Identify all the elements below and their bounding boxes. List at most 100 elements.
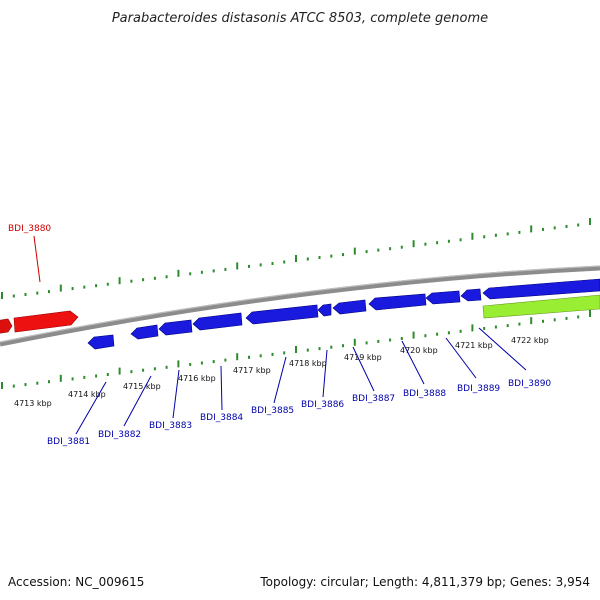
forward-gene-labels: BDI_3880: [8, 224, 51, 283]
callout-line: [445, 337, 477, 379]
minor-tick: [95, 374, 98, 378]
gene-label-bdi-3888[interactable]: BDI_3888: [403, 389, 446, 399]
minor-tick: [459, 329, 462, 333]
major-tick: [118, 367, 121, 375]
rna-gene[interactable]: [482, 294, 600, 319]
minor-tick: [447, 239, 450, 243]
minor-tick: [48, 290, 50, 294]
gene-label-bdi-3890[interactable]: BDI_3890: [508, 379, 551, 389]
minor-tick: [271, 352, 274, 356]
gene-label-bdi-3884[interactable]: BDI_3884: [200, 413, 243, 423]
gene-label-bdi-3881[interactable]: BDI_3881: [47, 437, 90, 447]
minor-tick: [553, 318, 556, 322]
minor-tick: [83, 285, 86, 289]
major-tick: [412, 240, 415, 248]
major-tick: [59, 284, 62, 292]
major-tick: [177, 269, 180, 277]
gene-label-bdi-3880[interactable]: BDI_3880: [8, 224, 51, 234]
minor-tick: [224, 267, 227, 271]
scale-label: 4717 kbp: [233, 366, 271, 375]
minor-tick: [212, 269, 215, 273]
minor-tick: [483, 235, 486, 239]
callout-line: [220, 365, 223, 411]
reverse-gene-bdi-3888[interactable]: [368, 293, 427, 311]
major-tick: [589, 218, 591, 225]
forward-gene-fragment[interactable]: [0, 318, 13, 334]
minor-tick: [224, 358, 227, 362]
major-tick: [1, 382, 3, 389]
minor-tick: [48, 380, 50, 384]
forward-gene-bdi-3880[interactable]: [13, 310, 79, 333]
reverse-gene-bdi-3886[interactable]: [317, 303, 332, 317]
minor-tick: [542, 319, 544, 323]
minor-tick: [424, 334, 427, 338]
minor-tick: [130, 279, 133, 283]
minor-tick: [259, 354, 262, 358]
minor-tick: [71, 287, 74, 291]
minor-tick: [365, 250, 368, 254]
minor-tick: [447, 331, 450, 335]
scale-label: 4718 kbp: [289, 359, 327, 368]
minor-tick: [318, 256, 321, 259]
callout-line: [33, 235, 41, 283]
callout-line: [401, 340, 425, 385]
minor-tick: [153, 367, 156, 371]
inner-scale-ticks: [1, 310, 591, 389]
reverse-gene-bdi-3884[interactable]: [192, 312, 243, 331]
gene-label-bdi-3883[interactable]: BDI_3883: [149, 421, 192, 431]
reverse-gene-bdi-3883[interactable]: [158, 319, 193, 336]
minor-tick: [259, 263, 262, 267]
gene-label-bdi-3886[interactable]: BDI_3886: [301, 400, 344, 410]
minor-tick: [24, 293, 27, 296]
major-tick: [1, 292, 3, 299]
minor-tick: [36, 291, 39, 295]
minor-tick: [165, 365, 168, 369]
reverse-gene-fragment[interactable]: [460, 288, 482, 302]
major-tick: [353, 247, 356, 255]
minor-tick: [83, 375, 86, 379]
reverse-gene-bdi-3882[interactable]: [130, 324, 159, 340]
reverse-gene-bdi-3890[interactable]: [482, 278, 600, 300]
major-tick: [236, 353, 239, 361]
minor-tick: [12, 384, 15, 388]
major-tick: [530, 225, 533, 233]
reverse-gene-bdi-3889[interactable]: [425, 290, 461, 305]
callout-line: [75, 381, 107, 435]
minor-tick: [248, 264, 250, 268]
genome-summary-text: Topology: circular; Length: 4,811,379 bp…: [259, 575, 590, 589]
minor-tick: [542, 227, 544, 231]
minor-tick: [189, 363, 192, 366]
major-tick: [530, 317, 533, 325]
gene-label-bdi-3882[interactable]: BDI_3882: [98, 430, 141, 440]
minor-tick: [424, 242, 427, 246]
minor-tick: [165, 275, 168, 279]
scale-label: 4713 kbp: [14, 399, 52, 408]
major-tick: [471, 324, 474, 332]
minor-tick: [283, 260, 286, 264]
reverse-gene-bdi-3881[interactable]: [87, 334, 115, 350]
major-tick: [59, 374, 62, 382]
minor-tick: [24, 383, 27, 387]
minor-tick: [318, 347, 321, 351]
reverse-gene-bdi-3885[interactable]: [245, 304, 319, 325]
minor-tick: [212, 360, 215, 364]
reverse-gene-labels: BDI_3881 BDI_3882 BDI_3883 BDI_3884 BDI_…: [47, 327, 551, 447]
minor-tick: [577, 315, 580, 319]
minor-tick: [342, 344, 344, 348]
gene-label-bdi-3889[interactable]: BDI_3889: [457, 384, 500, 394]
forward-strand: [0, 310, 79, 334]
reverse-gene-bdi-3887[interactable]: [332, 299, 367, 315]
minor-tick: [565, 225, 568, 228]
gene-label-bdi-3887[interactable]: BDI_3887: [352, 394, 395, 404]
minor-tick: [389, 338, 392, 342]
gene-label-bdi-3885[interactable]: BDI_3885: [251, 406, 294, 416]
callout-line: [123, 375, 152, 427]
map-title: Parabacteroides distasonis ATCC 8503, co…: [112, 11, 488, 26]
minor-tick: [248, 355, 250, 359]
minor-tick: [106, 282, 109, 286]
minor-tick: [71, 377, 74, 381]
minor-tick: [153, 276, 156, 280]
genome-backbone: [0, 265, 600, 347]
minor-tick: [459, 238, 462, 242]
